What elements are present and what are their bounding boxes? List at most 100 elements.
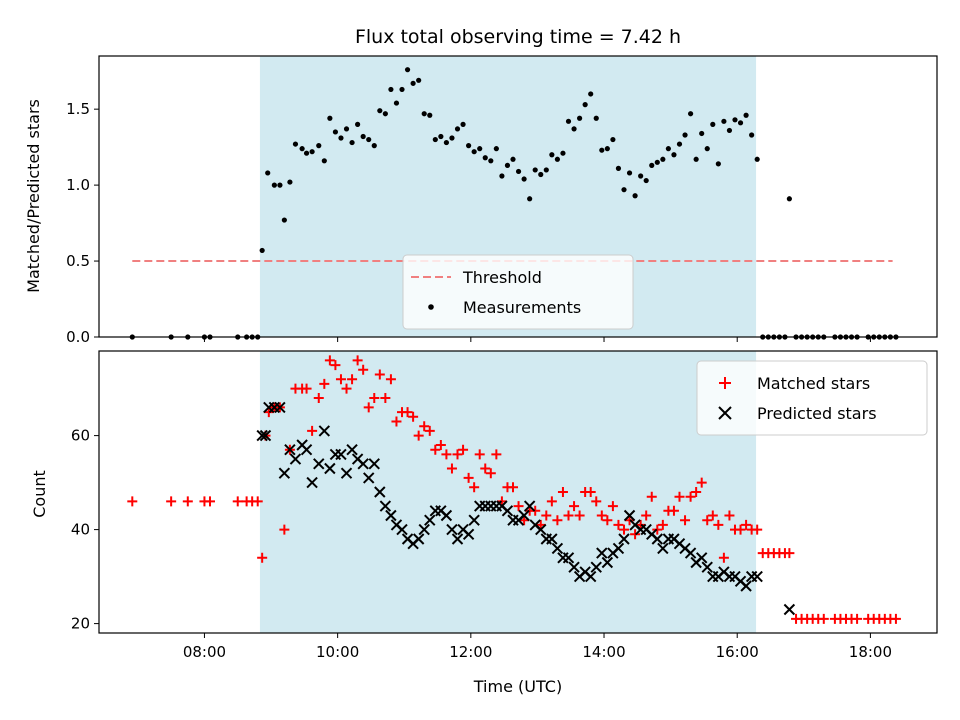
- matched-star-point: [596, 510, 607, 521]
- measurement-point: [610, 136, 616, 143]
- matched-star-point: [341, 383, 352, 394]
- measurement-point: [488, 158, 494, 164]
- series-predicted-stars: [256, 401, 796, 616]
- matched-star-point: [541, 510, 552, 521]
- measurement-point: [710, 121, 716, 127]
- measurement-point: [560, 150, 566, 156]
- measurement-point: [416, 77, 422, 83]
- measurement-point: [443, 139, 450, 146]
- measurement-point: [577, 115, 583, 121]
- measurement-point: [693, 156, 699, 162]
- matched-star-point: [352, 355, 363, 366]
- measurement-point: [477, 146, 483, 152]
- predicted-star-point: [313, 458, 325, 470]
- measurement-point: [638, 173, 644, 179]
- predicted-star-point: [684, 547, 697, 559]
- measurement-point: [743, 112, 749, 118]
- legend: Threshold Measurements: [402, 254, 634, 330]
- matched-star-point: [713, 519, 724, 530]
- predicted-star-point: [612, 542, 625, 555]
- matched-star-point: [591, 496, 602, 507]
- matched-star-point: [680, 515, 691, 526]
- predicted-star-point: [468, 514, 480, 526]
- predicted-star-point: [412, 533, 425, 545]
- predicted-star-point: [601, 556, 614, 569]
- measurement-point: [732, 117, 738, 123]
- predicted-star-point: [451, 533, 464, 545]
- matched-star-point: [335, 374, 346, 385]
- predicted-star-point: [584, 570, 597, 583]
- x-tick-label: 10:00: [316, 643, 359, 661]
- matched-star-point: [491, 449, 502, 460]
- measurement-point: [665, 146, 671, 152]
- measurement-point: [388, 86, 394, 93]
- measurement-point: [338, 135, 344, 141]
- matched-star-point: [441, 449, 452, 460]
- measurement-point: [271, 182, 277, 188]
- matched-star-point: [324, 355, 335, 366]
- matched-star-point: [166, 496, 177, 507]
- top-y-axis-label: Matched/Predicted stars: [24, 99, 43, 293]
- measurement-point: [626, 170, 633, 176]
- matched-star-point: [818, 613, 829, 624]
- predicted-star-point: [751, 570, 763, 583]
- measurement-point: [366, 136, 372, 143]
- matched-star-point: [307, 425, 318, 436]
- matched-star-point: [452, 449, 463, 460]
- matched-star-point: [369, 393, 380, 403]
- plot-frame: [98, 350, 938, 634]
- matched-star-point: [279, 524, 290, 535]
- predicted-star-point: [278, 467, 291, 479]
- predicted-star-point: [363, 472, 375, 484]
- measurement-point: [360, 133, 366, 140]
- matched-star-point: [691, 487, 702, 497]
- matched-star-point: [182, 496, 193, 507]
- matched-star-point: [319, 378, 330, 389]
- legend-marker-dot: [428, 304, 434, 310]
- plot-frame: [98, 55, 938, 338]
- chart-title: Flux total observing time = 7.42 h: [355, 26, 681, 48]
- measurement-point: [532, 167, 538, 173]
- matched-star-point: [563, 510, 574, 521]
- measurement-point: [309, 149, 315, 155]
- predicted-star-point: [501, 505, 514, 517]
- matched-star-point: [413, 430, 424, 441]
- predicted-star-point: [284, 443, 296, 456]
- predicted-star-point: [274, 401, 286, 414]
- matched-star-point: [313, 393, 324, 403]
- matched-star-point: [852, 613, 863, 624]
- predicted-star-point: [590, 561, 602, 573]
- measurement-point: [527, 196, 533, 202]
- y-tick-label: 0.5: [66, 252, 90, 270]
- measurement-point: [754, 156, 760, 162]
- matched-star-point: [569, 501, 580, 512]
- predicted-star-point: [256, 429, 268, 442]
- measurement-point: [471, 149, 477, 155]
- measurement-point: [543, 167, 549, 173]
- measurement-point: [382, 111, 388, 117]
- predicted-star-point: [462, 528, 475, 541]
- data-points: [127, 355, 901, 624]
- predicted-star-point: [396, 523, 408, 536]
- matched-star-point: [602, 515, 613, 526]
- measurement-point: [277, 182, 283, 188]
- ratio-panel: 0.0 0.5 1.0 1.5 Threshold Measurements: [66, 55, 938, 346]
- measurement-point: [660, 156, 666, 162]
- x-tick-label: 14:00: [582, 643, 625, 661]
- measurement-point: [565, 118, 572, 124]
- measurement-point: [466, 143, 472, 149]
- measurement-point: [410, 80, 416, 86]
- matched-star-point: [391, 416, 402, 427]
- measurement-point: [393, 100, 400, 106]
- matched-star-point: [724, 510, 735, 521]
- predicted-star-point: [357, 458, 369, 470]
- y-tick-label: 1.5: [66, 100, 90, 118]
- predicted-star-point: [259, 429, 272, 442]
- measurement-point: [427, 112, 433, 118]
- predicted-star-point: [424, 514, 436, 526]
- matched-star-point: [408, 411, 419, 422]
- predicted-star-point: [562, 552, 575, 564]
- measurement-point: [303, 150, 310, 156]
- measurement-point: [737, 120, 744, 126]
